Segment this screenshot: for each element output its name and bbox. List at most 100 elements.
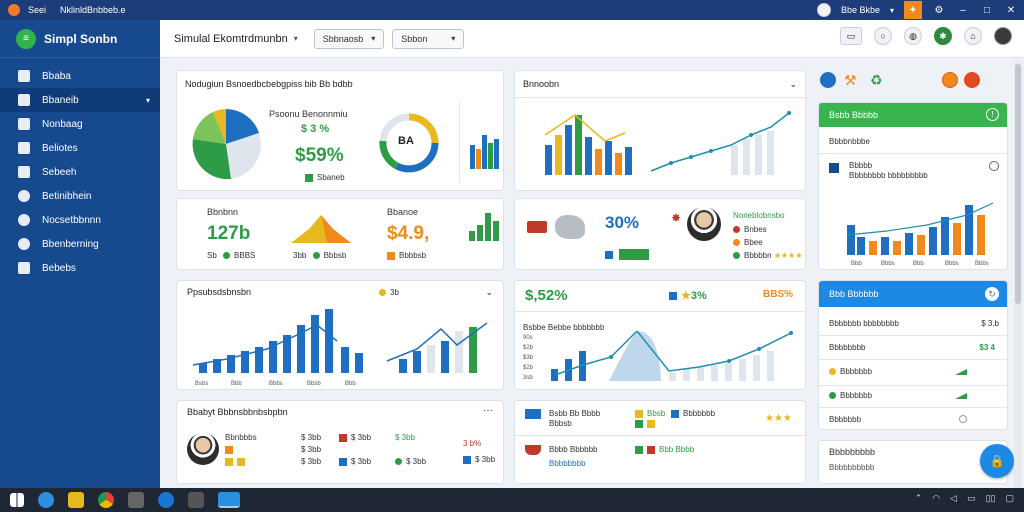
sidebar-item-home[interactable]: Bbaba <box>0 64 160 88</box>
sidebar-item-users[interactable]: Bbaneib ▾ <box>0 88 160 112</box>
bar <box>669 373 676 381</box>
kpi-value-1: 127b <box>207 223 251 244</box>
folder-icon[interactable] <box>68 492 84 508</box>
expand-icon[interactable]: ⌄ <box>485 287 493 297</box>
bar <box>470 145 475 169</box>
search-icon[interactable]: ○ <box>874 27 892 45</box>
info-icon[interactable]: ! <box>986 108 999 121</box>
alert-icon[interactable] <box>942 72 958 88</box>
kpi-sub-label: BBBS <box>234 251 256 260</box>
sidebar-item-lock[interactable]: Bebebs <box>0 256 160 280</box>
panel-header: Bbb Bbbbbb <box>829 289 879 299</box>
kpi-value-2: $4.9, <box>387 223 430 244</box>
settings-icon[interactable]: ⚙ <box>934 4 944 16</box>
row-value: $3 4 <box>979 343 995 352</box>
profile-summary-panel: 30% ✸ Noneblobnsbo Bnbes Bbee Bbbbbn ★★★… <box>514 198 806 270</box>
clock-icon[interactable]: ▯▯ <box>985 493 996 503</box>
tick-label: Bsbs <box>195 381 208 387</box>
minimize-icon[interactable]: – <box>960 4 966 16</box>
stat-small: $ 3 % <box>301 123 330 135</box>
edge-browser-icon[interactable] <box>38 492 54 508</box>
bar <box>869 241 877 255</box>
close-icon[interactable]: ✕ <box>1006 4 1016 16</box>
sidebar-item-label: Bbenberning <box>42 238 99 250</box>
refresh-icon[interactable]: ↻ <box>985 287 999 301</box>
trend-panel: Bnnoobn ⌄ <box>514 70 806 191</box>
list-item-title: Bbbbb <box>849 161 873 170</box>
user-name[interactable]: Bbe Bkbe <box>840 5 880 15</box>
notification-icon[interactable]: ✦ <box>904 1 922 19</box>
target-icon[interactable] <box>964 72 980 88</box>
sidebar-item-briefcase[interactable]: Sebeeh <box>0 160 160 184</box>
pie-slice <box>193 112 226 144</box>
user-menu-chevron-icon[interactable]: ▾ <box>889 5 894 15</box>
sidebar-item-settings[interactable]: Bbenberning <box>0 232 160 256</box>
scrollbar-thumb[interactable] <box>1015 64 1021 304</box>
user-avatar[interactable] <box>816 3 831 17</box>
row-label: Bbbbbbb <box>829 367 872 376</box>
refresh-icon[interactable]: ◍ <box>904 27 922 45</box>
activity-row-2: Bbsb <box>635 409 665 418</box>
gear-icon <box>18 238 30 250</box>
row-label: Bbbbbbb bbbbbbbb <box>829 319 899 328</box>
chevron-up-icon[interactable]: ⌃ <box>914 493 923 503</box>
sidebar-item-pin[interactable]: Betinibhein <box>0 184 160 208</box>
filter-select-2[interactable]: Sbbon ▾ <box>392 28 465 49</box>
chevron-down-icon[interactable]: ⌄ <box>789 79 797 89</box>
more-icon[interactable]: ··· <box>483 405 493 416</box>
bar <box>311 315 319 373</box>
tick-label: Bbbs <box>269 381 283 387</box>
sparkline <box>955 393 967 399</box>
right-blue-panel: Bbb Bbbbbb ↻ Bbbbbbb bbbbbbbb $ 3.b Bbbb… <box>818 280 1008 430</box>
sidebar-item-buildings[interactable]: Nonbaag <box>0 112 160 136</box>
bar <box>575 115 582 175</box>
metric-value: $ 3bb <box>475 455 496 464</box>
panel-subtitle: Bbbbnbbbe <box>829 137 870 146</box>
chevron-down-icon: ▾ <box>145 95 150 105</box>
right-icon-row: ⚒ ♻ <box>818 72 1008 92</box>
person-avatar <box>687 207 721 241</box>
recycle-icon[interactable]: ♻ <box>870 72 883 88</box>
detail-label: Bbee <box>744 238 763 247</box>
bar <box>697 367 704 381</box>
bar <box>241 351 249 373</box>
bar <box>283 335 291 373</box>
card-header: Ppsubsdsbnsbn <box>187 287 252 297</box>
window-icon[interactable]: ▭ <box>840 27 862 45</box>
wifi-icon[interactable]: ◠ <box>932 493 941 503</box>
windows-start-icon[interactable] <box>10 493 24 507</box>
sidebar-item-people[interactable]: Nocsetbbnnn <box>0 208 160 232</box>
series-line <box>554 331 792 376</box>
book-icon <box>18 142 30 154</box>
select-value: Sbbon <box>401 33 428 44</box>
bar <box>941 217 949 255</box>
speaker-icon[interactable]: ◁ <box>950 493 958 503</box>
scrollbar[interactable] <box>1014 60 1022 488</box>
detail-label: Bnbes <box>744 225 767 234</box>
globe-icon[interactable] <box>820 72 836 88</box>
home-icon[interactable]: ⌂ <box>964 27 982 45</box>
notification-icon[interactable]: ▢ <box>1005 493 1014 503</box>
brand-name: Simpl Sonbn <box>44 31 118 46</box>
maximize-icon[interactable]: □ <box>983 4 991 16</box>
hammer-icon[interactable]: ⚒ <box>844 72 857 88</box>
lock-button[interactable]: 🔒 <box>980 444 1014 478</box>
clock-icon[interactable] <box>989 161 999 171</box>
edge-icon[interactable] <box>158 492 174 508</box>
title-chevron-down-icon[interactable]: ▾ <box>293 34 298 43</box>
sidebar-item-books[interactable]: Beliotes <box>0 136 160 160</box>
bar <box>399 359 407 373</box>
store-icon[interactable] <box>128 492 144 508</box>
building-icon <box>18 118 30 130</box>
active-app-icon[interactable] <box>218 492 240 508</box>
task-view-icon[interactable] <box>188 492 204 508</box>
gauge-label: BA <box>398 135 414 147</box>
chrome-icon[interactable] <box>98 492 114 508</box>
battery-icon[interactable]: ▭ <box>967 493 976 503</box>
series-line <box>650 112 790 172</box>
profile-avatar[interactable] <box>994 27 1012 45</box>
bar <box>325 309 333 373</box>
filter-select-1[interactable]: Sbbnaosb ▾ <box>313 28 385 49</box>
gear-icon[interactable]: ✱ <box>934 27 952 45</box>
brand[interactable]: ≡ Simpl Sonbn <box>0 20 160 58</box>
